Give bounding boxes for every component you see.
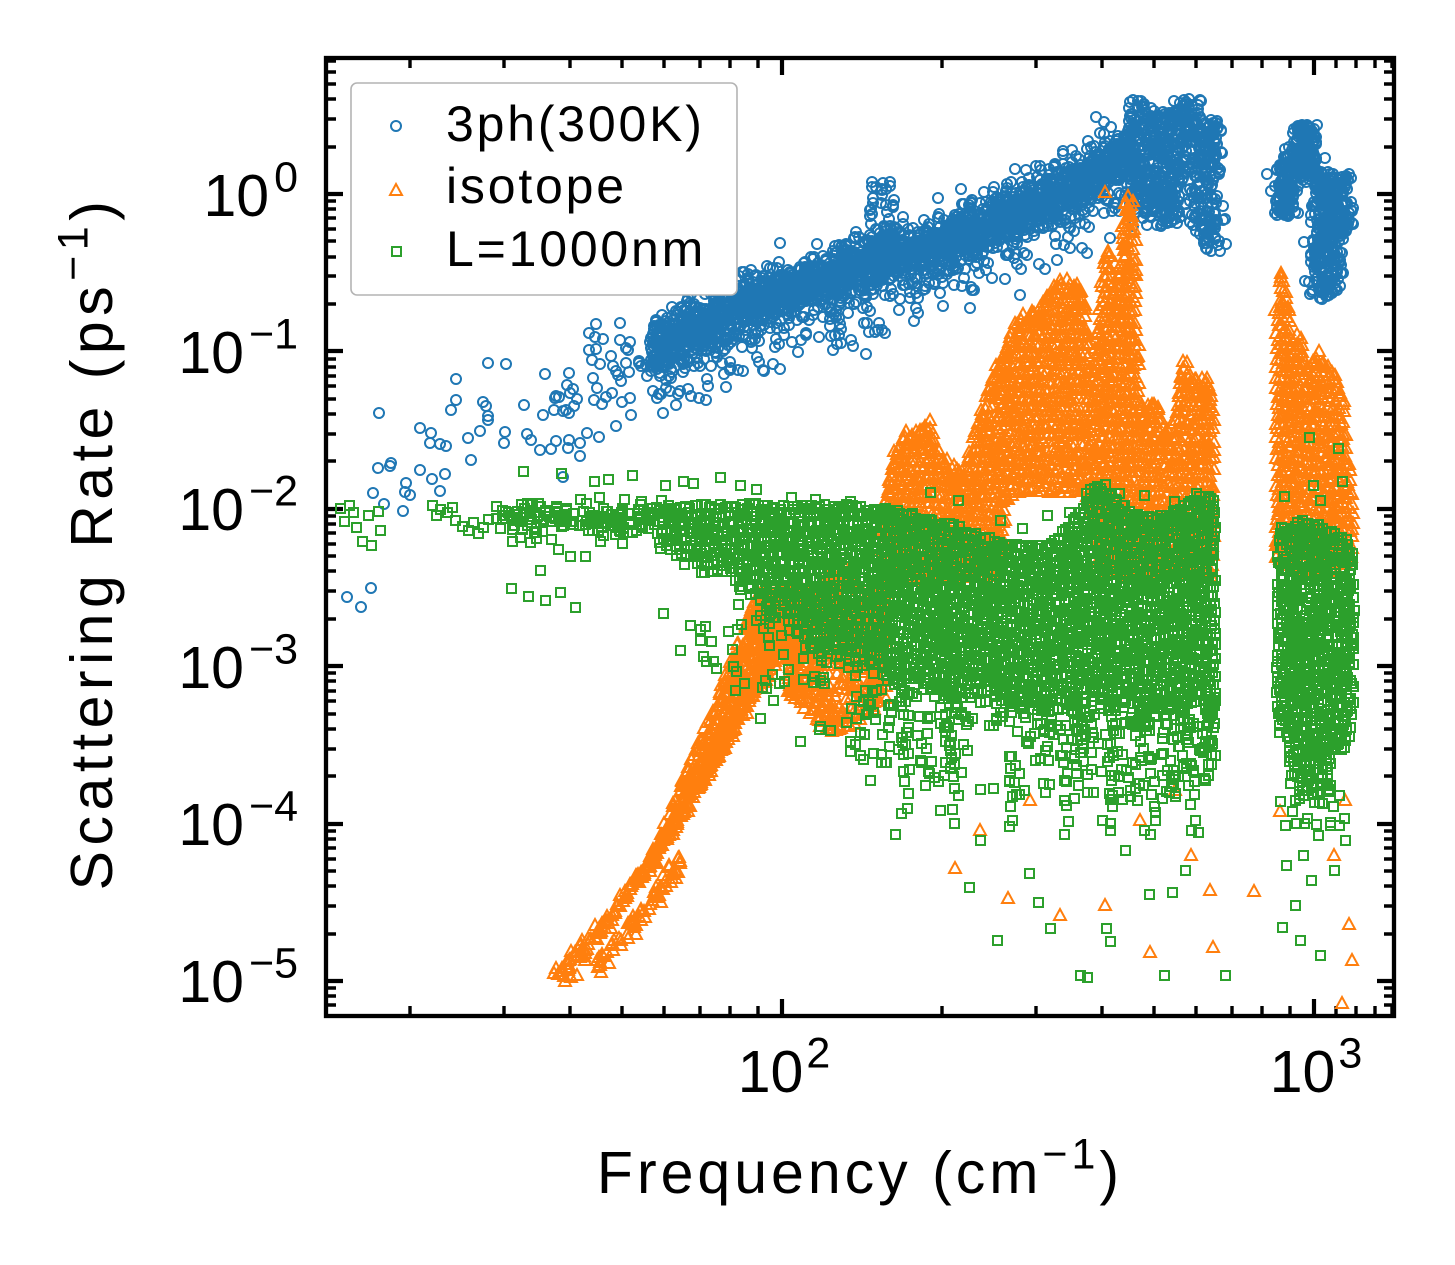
svg-text:102: 102 xyxy=(738,1030,831,1106)
svg-text:isotope: isotope xyxy=(446,158,627,214)
svg-text:10−5: 10 −5 xyxy=(178,940,298,1016)
svg-text:3ph(300K): 3ph(300K) xyxy=(446,96,705,152)
svg-text:10−3: 10 −3 xyxy=(178,626,298,702)
svg-text:Frequency (cm−1): Frequency (cm−1) xyxy=(597,1131,1123,1207)
svg-text:10−2: 10 −2 xyxy=(178,468,298,544)
svg-text:100: 10 0 xyxy=(203,154,298,230)
svg-text:10−4: 10 −4 xyxy=(178,783,298,859)
svg-text:Scattering Rate (ps−1): Scattering Rate (ps−1) xyxy=(50,196,126,891)
svg-text:10−1: 10 −1 xyxy=(178,311,298,387)
svg-text:L=1000nm: L=1000nm xyxy=(446,221,706,277)
svg-text:103: 103 xyxy=(1270,1030,1363,1106)
